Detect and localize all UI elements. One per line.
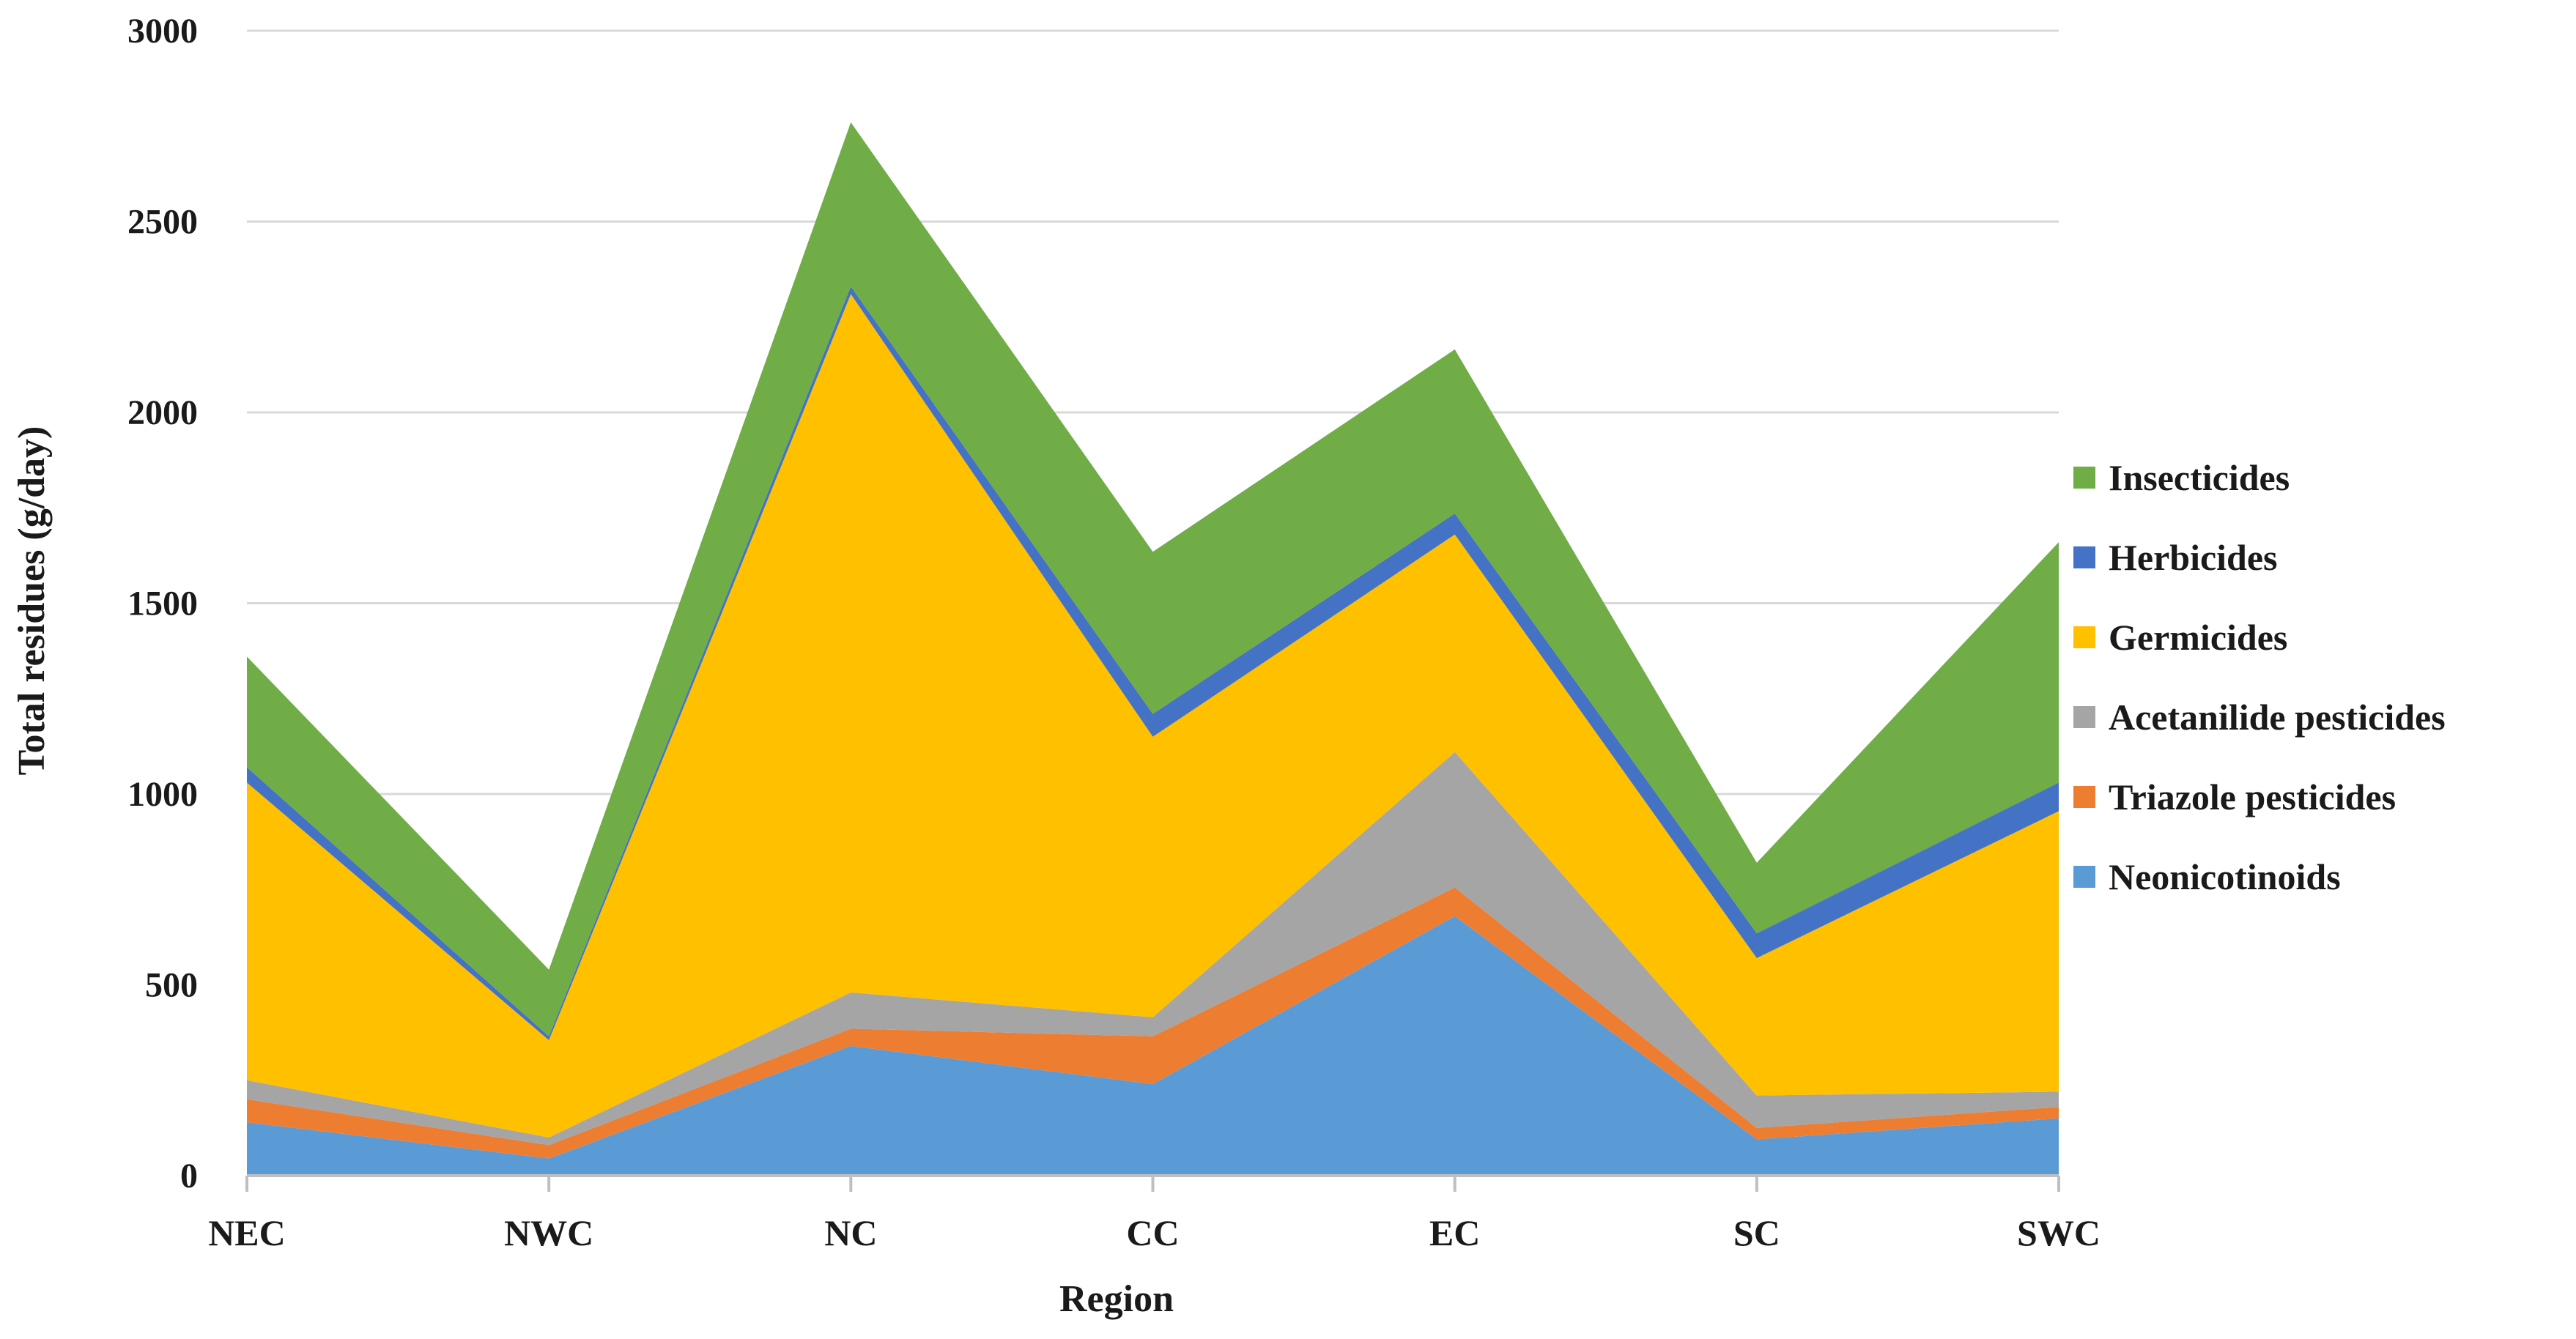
x-axis-title: Region xyxy=(1059,1278,1174,1320)
legend-label: Acetanilide pesticides xyxy=(2109,697,2446,738)
x-tick-label: EC xyxy=(1429,1212,1480,1253)
y-tick-label: 1000 xyxy=(127,775,198,814)
area-germicides xyxy=(247,294,2059,1138)
area-acetanilide-pesticides xyxy=(247,752,2059,1146)
x-tick-label: NC xyxy=(824,1212,877,1253)
legend-swatch xyxy=(2073,866,2095,888)
legend-swatch xyxy=(2073,786,2095,808)
legend-label: Insecticides xyxy=(2109,457,2290,498)
area-neonicotinoids xyxy=(247,916,2059,1176)
legend-label: Neonicotinoids xyxy=(2109,856,2341,897)
y-axis-title: Total residues (g/day) xyxy=(11,426,53,776)
legend: Insecticides Herbicides Germicides Acetanil… xyxy=(2073,457,2446,897)
x-tick-label: SC xyxy=(1733,1212,1780,1253)
legend-swatch xyxy=(2073,467,2095,489)
y-tick-label: 0 xyxy=(180,1157,198,1195)
x-tick-label: SWC xyxy=(2017,1212,2101,1253)
y-tick-label: 3000 xyxy=(127,12,198,51)
area-triazole-pesticides xyxy=(247,887,2059,1159)
legend-label: Triazole pesticides xyxy=(2109,776,2396,817)
x-tick-label: NWC xyxy=(504,1212,593,1253)
x-tick-label: NEC xyxy=(208,1212,286,1253)
series-areas xyxy=(247,122,2059,1176)
area-insecticides xyxy=(247,122,2059,1036)
legend-swatch xyxy=(2073,546,2095,568)
legend-swatch xyxy=(2073,626,2095,648)
y-tick-label: 500 xyxy=(145,966,198,1005)
y-tick-label: 2000 xyxy=(127,393,198,432)
y-axis: 0 500 1000 1500 2000 2500 3000 xyxy=(127,12,198,1195)
legend-label: Herbicides xyxy=(2109,537,2278,578)
y-tick-label: 2500 xyxy=(127,203,198,242)
legend-swatch xyxy=(2073,706,2095,728)
x-tick-label: CC xyxy=(1126,1212,1179,1253)
legend-label: Germicides xyxy=(2109,617,2287,658)
x-axis: NEC NWC NC CC EC SC SWC xyxy=(208,1174,2101,1253)
y-tick-label: 1500 xyxy=(127,585,198,623)
